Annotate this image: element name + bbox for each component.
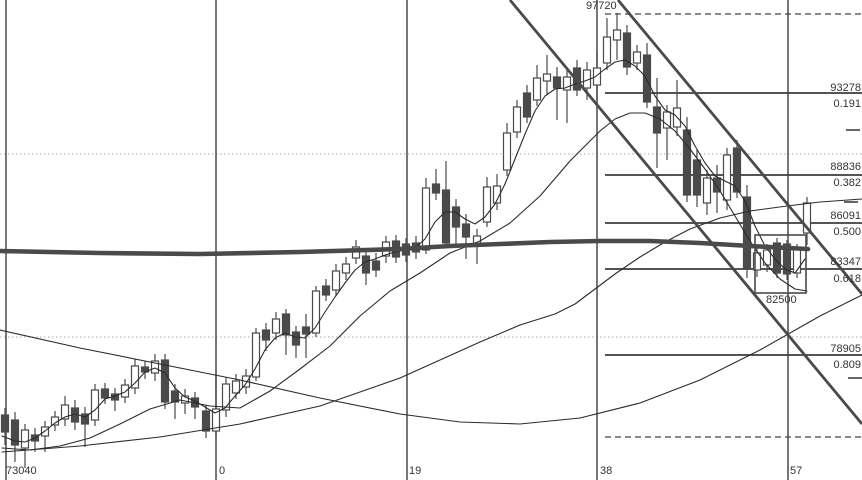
candle-bullish: [802, 202, 812, 234]
candle-bullish: [311, 290, 321, 334]
consolidation-box: [754, 234, 807, 294]
candle-bearish: [431, 183, 441, 194]
candle-bullish: [341, 263, 351, 274]
candle-bullish: [722, 154, 732, 201]
fib-price-label-83347: 83347: [830, 256, 861, 268]
candle-bearish: [321, 285, 331, 296]
candle-bearish: [441, 189, 451, 244]
x-axis-label-57: 57: [790, 465, 803, 477]
candle-bullish: [211, 408, 221, 432]
candle-bullish: [90, 389, 100, 421]
candle-bearish: [622, 32, 632, 68]
fib-ratio-label-0191: 0.191: [833, 98, 861, 110]
candle-bullish: [180, 395, 190, 404]
candle-bearish: [451, 206, 461, 228]
candle-bullish: [60, 404, 70, 420]
candle-bearish: [100, 388, 110, 399]
candle-bullish: [752, 252, 762, 271]
candle-bullish: [542, 73, 552, 82]
candle-bearish: [732, 147, 742, 193]
x-axis-label-0: 0: [219, 465, 226, 477]
fib-price-label-93278: 93278: [830, 82, 861, 94]
fib-ratio-label-0618: 0.618: [833, 273, 861, 285]
candle-bearish: [201, 410, 211, 432]
ma-medium: [1, 112, 808, 451]
fib-price-label-78905: 78905: [830, 343, 861, 355]
candle-bearish: [361, 255, 371, 274]
fib-ratio-label-0809: 0.809: [833, 359, 861, 371]
ma-slowest: [0, 294, 862, 425]
candle-bearish: [371, 260, 381, 271]
candle-bullish: [662, 111, 672, 129]
x-axis-label-19: 19: [409, 465, 422, 477]
candle-bullish: [150, 360, 160, 374]
fib-ratio-label-0382: 0.382: [833, 177, 861, 189]
candle-bearish: [160, 359, 170, 403]
candle-bearish: [0, 414, 10, 433]
candle-bearish: [782, 243, 792, 275]
candle-bearish: [291, 331, 301, 346]
candle-bearish: [712, 177, 722, 193]
candle-bearish: [461, 223, 471, 238]
consolidation-low-label: 82500: [766, 294, 797, 306]
candle-bearish: [692, 159, 702, 196]
candle-bullish: [482, 186, 492, 223]
fib-anchor-low-label: 73040: [6, 465, 37, 477]
candle-bearish: [682, 129, 692, 196]
fib-anchor-high-label: 97720: [586, 0, 617, 12]
candle-bullish: [251, 332, 261, 378]
candle-bullish: [20, 429, 30, 449]
candle-bullish: [130, 365, 140, 389]
x-axis-label-38: 38: [600, 465, 613, 477]
candle-bearish: [642, 54, 652, 103]
trendline-diagonal: [616, 0, 862, 295]
candle-bearish: [522, 92, 532, 118]
candle-bullish: [492, 185, 502, 204]
candle-bullish: [271, 318, 281, 334]
candle-bearish: [261, 329, 271, 341]
candle-bullish: [532, 77, 542, 101]
candle-bearish: [652, 106, 662, 134]
candle-bullish: [221, 383, 231, 411]
fib-price-label-86091: 86091: [830, 210, 861, 222]
candle-bearish: [301, 326, 311, 335]
candle-bearish: [10, 419, 20, 446]
fib-ratio-label-0500: 0.500: [833, 226, 861, 238]
trendline-diagonal: [508, 0, 862, 425]
candle-bearish: [80, 413, 90, 425]
candle-bullish: [502, 132, 512, 171]
candle-bullish: [562, 76, 572, 91]
candle-bearish: [552, 76, 562, 89]
candle-bullish: [612, 29, 622, 41]
candle-bullish: [512, 106, 522, 133]
fib-price-label-88836: 88836: [830, 161, 861, 173]
candle-bullish: [331, 270, 341, 291]
candle-bullish: [632, 51, 642, 64]
candle-bearish: [281, 313, 291, 336]
ma-thick: [0, 238, 811, 257]
candle-bullish: [231, 380, 241, 394]
candle-bearish: [742, 196, 752, 269]
candle-bullish: [421, 187, 431, 251]
candle-bullish: [592, 67, 602, 86]
candle-bullish: [702, 177, 712, 204]
candle-bearish: [772, 242, 782, 274]
candle-bullish: [602, 36, 612, 64]
ma-slow-rising: [1, 198, 862, 453]
candle-bullish: [120, 384, 130, 398]
